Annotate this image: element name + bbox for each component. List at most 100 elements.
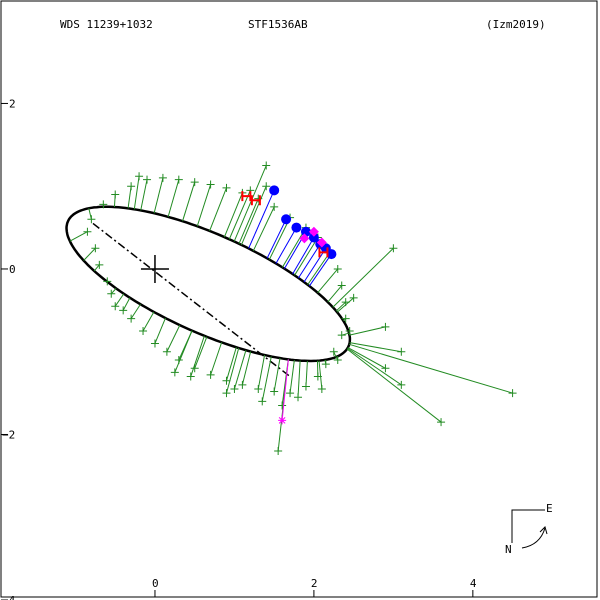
observation-point (87, 215, 96, 224)
observation-point (158, 173, 167, 182)
wds-label: WDS 11239+1032 (60, 18, 153, 31)
residual-line (166, 324, 181, 352)
residual-line (83, 247, 96, 261)
observation-point (103, 277, 112, 286)
speckle-residual (275, 227, 297, 264)
residual-line (114, 293, 125, 307)
primary-star-cross (140, 254, 169, 283)
observation-point (274, 447, 283, 456)
residual-line (332, 247, 394, 308)
observation-point (230, 384, 239, 393)
observation-point (174, 175, 183, 184)
observation-point (222, 376, 231, 385)
observation-point (222, 183, 231, 192)
compass: E N (505, 502, 553, 556)
residual-line (233, 350, 247, 390)
residual-line (349, 326, 386, 336)
speckle-point (300, 226, 311, 237)
x-axis-ticks: 0 2 4 (152, 577, 477, 597)
observation-point (99, 200, 108, 209)
observation-point (262, 182, 271, 191)
speckle-point (308, 232, 319, 243)
line-of-nodes (92, 222, 291, 378)
residual-line (209, 187, 227, 232)
residual-line (194, 336, 208, 369)
residual-line (347, 347, 386, 369)
observation-point (254, 384, 263, 393)
residual-line (154, 317, 166, 344)
residual-line (140, 179, 148, 211)
residual-line (167, 179, 180, 217)
observation-point (206, 370, 215, 379)
recent-point (250, 195, 261, 206)
observation-point (83, 227, 92, 236)
residual-line (196, 184, 212, 227)
residual-line (317, 268, 339, 294)
recent-point (241, 191, 252, 202)
speckle-point (281, 214, 292, 225)
y-tick-label: 0 (9, 263, 16, 276)
speckle-residual (298, 243, 321, 279)
residual-line (153, 177, 164, 214)
pair-label: STF1536AB (248, 18, 308, 31)
residual-line (336, 297, 354, 313)
orbit-reference: (Izm2019) (486, 18, 546, 31)
observation-point (206, 180, 215, 189)
interferometric-markers (278, 226, 327, 425)
recent-markers (241, 191, 329, 258)
residual-line (289, 360, 295, 394)
speckle-markers (248, 185, 337, 287)
observation-point (170, 368, 179, 377)
residual-line (305, 360, 308, 387)
observation-point (127, 314, 136, 323)
observation-point (333, 264, 342, 273)
observation-point (270, 202, 279, 211)
observation-point (143, 175, 152, 184)
speckle-point (326, 249, 337, 260)
residual-line (241, 351, 252, 385)
interferometric-point (316, 237, 327, 248)
residual-line (347, 347, 402, 386)
interferometric-point (308, 226, 319, 237)
interferometric-residual (281, 359, 289, 421)
y-tick-label: −2 (2, 428, 15, 441)
observation-point (437, 418, 446, 427)
residual-line (346, 348, 442, 423)
observation-point (278, 401, 287, 410)
speckle-residual (308, 253, 332, 287)
residual-line (122, 297, 131, 311)
speckle-point (291, 222, 302, 233)
compass-arrowhead (539, 526, 548, 535)
compass-east-label: E (546, 502, 553, 515)
observation-point (119, 306, 128, 315)
compass-axes (511, 509, 545, 543)
observation-point (186, 372, 195, 381)
y-tick-label: 2 (9, 97, 16, 110)
residual-line (190, 335, 205, 377)
compass-arrow (521, 527, 546, 549)
residual-line (182, 181, 196, 222)
residual-line (240, 186, 267, 246)
compass-north-label: N (505, 543, 512, 556)
observation-point (349, 293, 358, 302)
interferometric-point (299, 233, 310, 244)
observation-point (258, 397, 267, 406)
interferometric-star (278, 416, 287, 425)
observation-point (111, 190, 120, 199)
observation-point (337, 331, 346, 340)
residual-line (69, 231, 88, 242)
residual-line (349, 342, 402, 353)
residual-line (174, 330, 193, 373)
residual-line (127, 186, 132, 209)
residual-line (349, 343, 513, 394)
residual-line (238, 198, 259, 244)
observation-point (317, 384, 326, 393)
y-tick-label: −4 (2, 594, 16, 600)
residual-line (261, 356, 272, 402)
observation-point (397, 347, 406, 356)
residual-line (223, 192, 243, 238)
residual-line (226, 347, 237, 381)
observation-point (329, 347, 338, 356)
observation-point (397, 380, 406, 389)
